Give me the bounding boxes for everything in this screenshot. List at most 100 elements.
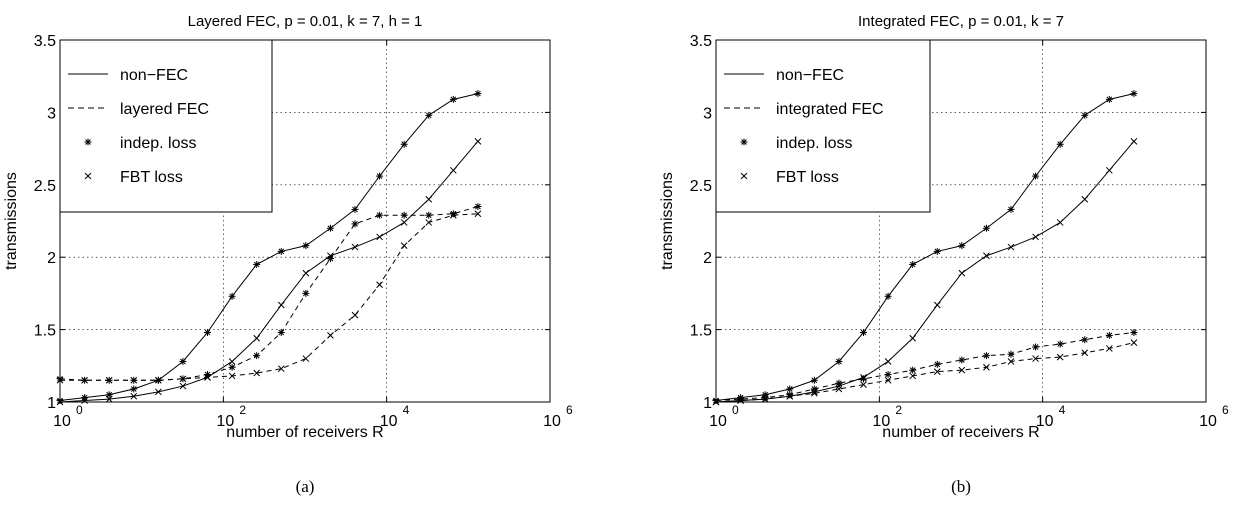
series xyxy=(56,210,482,384)
data-point-x xyxy=(983,252,990,260)
data-point-x xyxy=(1056,219,1064,226)
x-tick-exponent: 2 xyxy=(239,403,246,417)
series-layer xyxy=(712,90,1138,406)
x-tick-label: 10 xyxy=(543,413,561,430)
y-axis-label: transmissions xyxy=(659,172,676,270)
y-tick-label: 1.5 xyxy=(34,323,56,340)
x-tick-exponent: 4 xyxy=(403,403,410,417)
data-point-x xyxy=(449,166,457,174)
data-point-star xyxy=(474,203,482,211)
data-point-star xyxy=(958,356,966,364)
y-tick-label: 1.5 xyxy=(690,323,712,340)
data-point-x xyxy=(425,195,433,203)
data-point-star xyxy=(1056,140,1064,148)
data-point-x xyxy=(277,301,285,309)
data-point-star xyxy=(449,95,457,103)
series-line xyxy=(715,93,1135,402)
legend-label: FBT loss xyxy=(120,169,183,186)
data-point-star xyxy=(56,397,64,405)
data-point-x xyxy=(351,243,359,251)
panel-b: Integrated FEC, p = 0.01, k = 7 1 1.5 2 2.5… xyxy=(659,13,1229,496)
data-point-x xyxy=(179,375,187,383)
legend-label: layered FEC xyxy=(120,101,209,118)
data-point-star xyxy=(204,329,211,336)
data-point-star xyxy=(302,242,310,250)
data-point-x xyxy=(884,358,892,365)
data-point-x xyxy=(204,374,211,381)
legend-star-marker xyxy=(740,138,748,146)
x-tick-exponent: 0 xyxy=(76,403,83,417)
data-point-star xyxy=(228,292,236,300)
panel-label: (b) xyxy=(951,477,971,496)
data-point-star xyxy=(712,397,720,405)
data-point-x xyxy=(983,363,990,371)
data-point-x xyxy=(909,334,917,342)
data-point-star xyxy=(933,360,941,368)
data-point-x xyxy=(253,334,261,342)
legend-x-marker xyxy=(740,172,748,180)
x-tick-label: 10 xyxy=(53,413,71,430)
x-tick-exponent: 6 xyxy=(1222,403,1229,417)
series-line xyxy=(59,93,479,402)
data-point-star xyxy=(1007,350,1015,358)
data-point-x xyxy=(179,382,187,390)
data-point-star xyxy=(909,366,917,374)
data-point-star xyxy=(56,375,64,383)
data-point-x xyxy=(277,365,285,373)
plot-frame xyxy=(715,39,1207,403)
data-point-star xyxy=(982,352,990,360)
chart-title: Layered FEC, p = 0.01, k = 7, h = 1 xyxy=(188,13,423,30)
data-point-star xyxy=(351,205,359,213)
data-point-star xyxy=(884,370,892,378)
y-tick-label: 1 xyxy=(703,395,712,412)
data-point-x xyxy=(105,395,113,403)
x-tick-labels: 10 0 10 2 10 4 10 6 xyxy=(53,40,573,430)
legend-label: indep. loss xyxy=(120,135,197,152)
data-point-star xyxy=(1105,95,1113,103)
data-point-star xyxy=(909,260,917,268)
data-point-x xyxy=(835,385,843,393)
data-point-star xyxy=(786,391,794,399)
data-point-star xyxy=(860,329,867,336)
y-axis-label: transmissions xyxy=(3,172,20,270)
data-point-star xyxy=(1105,331,1113,339)
data-point-star xyxy=(810,385,818,393)
y-tick-label: 2.5 xyxy=(34,178,56,195)
data-point-x xyxy=(958,366,966,374)
data-point-x xyxy=(786,392,794,400)
data-point-x xyxy=(425,219,433,226)
data-point-star xyxy=(474,90,482,98)
data-point-x xyxy=(712,398,720,406)
data-point-x xyxy=(474,138,482,145)
data-point-star xyxy=(835,357,843,365)
y-tick-label: 3.5 xyxy=(690,33,712,50)
data-point-x xyxy=(400,242,408,249)
data-point-star xyxy=(302,289,310,297)
data-point-star xyxy=(179,357,187,365)
data-point-x xyxy=(884,376,892,384)
series-layer xyxy=(56,90,482,406)
y-tick-label: 2.5 xyxy=(690,178,712,195)
data-point-x xyxy=(1105,166,1113,174)
x-tick-label: 10 xyxy=(1199,413,1217,430)
data-point-star xyxy=(130,385,138,393)
data-point-star xyxy=(1056,340,1064,348)
data-point-star xyxy=(786,385,794,393)
data-point-star xyxy=(277,329,285,336)
data-point-x xyxy=(228,358,236,365)
data-point-x xyxy=(1130,138,1138,145)
x-axis-label: number of receivers R xyxy=(226,424,383,441)
x-tick-label: 10 xyxy=(380,413,398,430)
x-tick-exponent: 2 xyxy=(895,403,902,417)
data-point-x xyxy=(1032,355,1039,362)
data-point-x xyxy=(253,369,261,377)
data-point-x xyxy=(56,376,64,384)
legend-box xyxy=(59,39,273,213)
data-point-star xyxy=(884,292,892,300)
legend-label: non−FEC xyxy=(120,67,188,84)
x-tick-label: 10 xyxy=(1036,413,1054,430)
legend-label: FBT loss xyxy=(776,169,839,186)
data-point-star xyxy=(228,363,236,371)
data-point-star xyxy=(425,111,433,119)
series xyxy=(56,138,482,406)
